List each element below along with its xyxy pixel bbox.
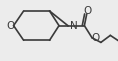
Text: N: N bbox=[70, 21, 78, 31]
Text: O: O bbox=[7, 21, 15, 31]
Text: O: O bbox=[83, 6, 91, 16]
Text: O: O bbox=[91, 33, 99, 43]
